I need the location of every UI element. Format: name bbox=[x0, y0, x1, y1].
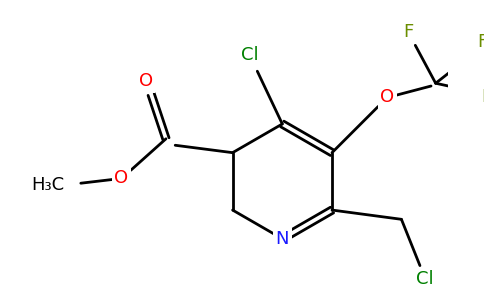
Text: O: O bbox=[115, 169, 129, 187]
Text: O: O bbox=[138, 72, 152, 90]
Text: Cl: Cl bbox=[416, 271, 433, 289]
Text: F: F bbox=[477, 33, 484, 51]
Text: O: O bbox=[380, 88, 394, 106]
Text: H₃C: H₃C bbox=[31, 176, 64, 194]
Text: F: F bbox=[482, 88, 484, 106]
Text: Cl: Cl bbox=[241, 46, 259, 64]
Text: F: F bbox=[403, 23, 413, 41]
Text: N: N bbox=[275, 230, 289, 248]
